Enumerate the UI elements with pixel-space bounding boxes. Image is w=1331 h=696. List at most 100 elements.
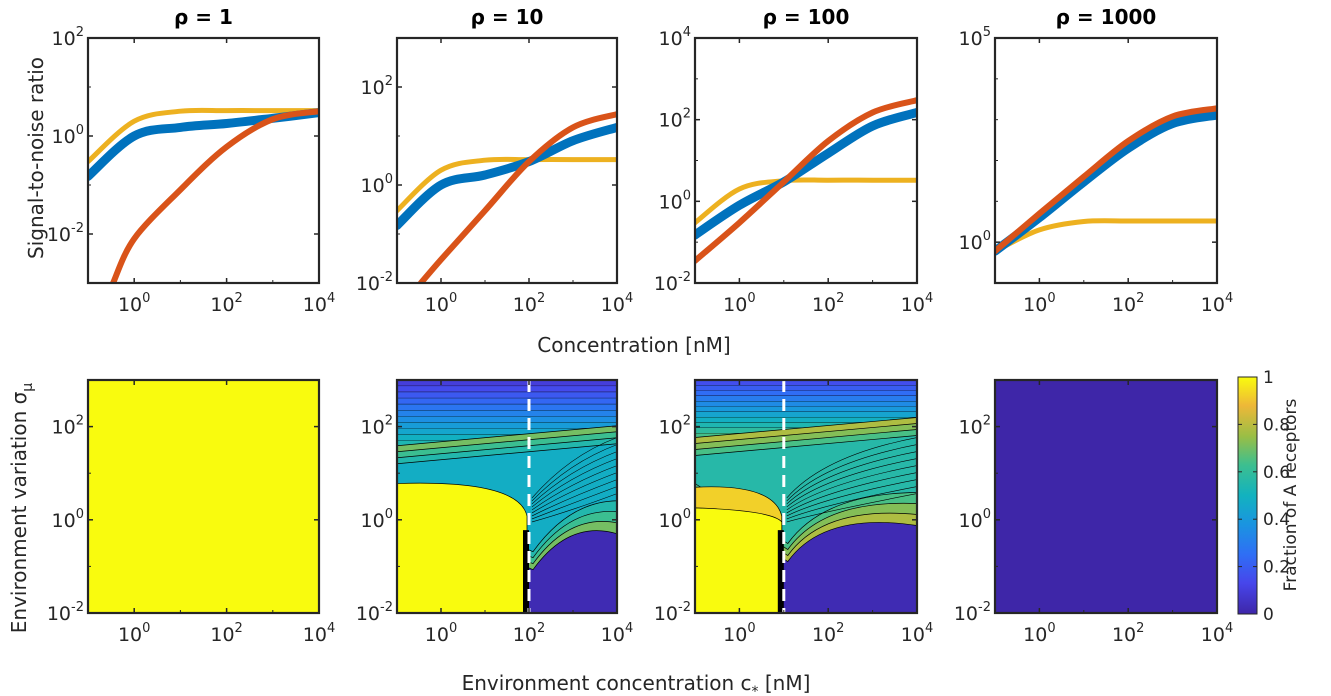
fraction-panel-3: 100 102 104 10-2 100 102	[654, 378, 933, 646]
fraction-panel-1-axes-frame	[86, 378, 321, 615]
snr-series-line	[995, 110, 1217, 256]
contour-band	[397, 422, 617, 430]
snr-panel-2-y-tick-label: 102	[361, 74, 393, 99]
snr-panel-4-x-tick-label: 102	[1112, 291, 1144, 316]
snr-panel-1-y-tick-label: 102	[52, 25, 84, 50]
contour-line	[531, 437, 617, 499]
fraction-panel-4-x-tick-label: 102	[1112, 621, 1144, 646]
fraction-panel-3-x-tick-label: 104	[901, 621, 933, 646]
snr-panel-1-x-tick-label: 104	[303, 291, 335, 316]
snr-panel-2-x-tick-label: 104	[601, 291, 633, 316]
fraction-panel-3-axes-frame	[693, 378, 919, 615]
contour-line	[786, 472, 917, 514]
contour-line	[531, 493, 617, 523]
contour-band	[397, 380, 617, 387]
snr-panel-3-y-tick-label: 104	[659, 25, 691, 50]
snr-panel-4: 100 102 104 100 105 ρ = 1000	[959, 5, 1234, 316]
snr-panel-3-y-tick-label: 100	[659, 188, 691, 213]
snr-panel-4-axes-frame	[993, 36, 1219, 285]
fraction-panel-4-y-tick-label: 100	[959, 507, 991, 532]
panel-title: ρ = 100	[763, 5, 850, 29]
fraction-panel-4: 100 102 104 10-2 100 102	[954, 378, 1233, 646]
fraction-panel-2: 100 102 104 10-2 100 102	[356, 378, 633, 646]
contour-line	[531, 472, 617, 514]
snr-panel-4-y-tick-label: 100	[959, 229, 991, 254]
fraction-panel-2-axes-frame	[395, 378, 619, 615]
fraction-fill	[88, 380, 319, 613]
snr-panel-2-axes-frame	[395, 36, 619, 285]
snr-panel-4-y-tick-label: 105	[959, 25, 991, 50]
colorbar-gradient	[1237, 376, 1258, 615]
fraction-panel-4-axes-frame	[993, 378, 1219, 615]
snr-panel-3-x-tick-label: 100	[723, 291, 755, 316]
fraction-panel-1-x-tick-label: 102	[210, 621, 242, 646]
contour-band	[397, 416, 617, 423]
snr-panel-4-x-tick-label: 100	[1023, 291, 1055, 316]
fraction-panel-1-x-tick-label: 104	[303, 621, 335, 646]
boundary-band	[777, 530, 784, 613]
fraction-panel-3-y-tick-label: 100	[659, 507, 691, 532]
colorbar-tick-label: 0.6	[1263, 463, 1290, 483]
snr-series-line	[397, 156, 617, 214]
fraction-panel-1: 100 102 104 10-2 100 102	[47, 378, 335, 646]
snr-panel-1: 100 102 104 10-2 100 102 ρ = 1	[47, 5, 335, 316]
snr-series-line	[695, 108, 917, 240]
contour-band	[695, 380, 917, 386]
snr-panel-2-y-tick-label: 100	[361, 172, 393, 197]
fraction-panel-4-x-tick-label: 104	[1201, 621, 1233, 646]
boundary-band	[523, 530, 529, 613]
snr-series-line	[695, 97, 917, 264]
contour-band	[397, 428, 617, 436]
fraction-panel-3-x-tick-label: 100	[723, 621, 755, 646]
fraction-panel-3-y-tick-label: 10-2	[654, 600, 691, 625]
fraction-panel-2-y-tick-label: 102	[361, 414, 393, 439]
snr-panel-3: 100 102 104 10-2 100 102 104 ρ = 100	[654, 5, 933, 316]
snr-panel-2-y-tick-label: 10-2	[356, 270, 393, 295]
contour-line	[531, 465, 617, 511]
snr-panel-1-axes-frame	[86, 36, 321, 285]
snr-panel-3-axes-frame	[693, 36, 919, 285]
fraction-panel-2-x-tick-label: 102	[513, 621, 545, 646]
contour-line	[786, 493, 917, 523]
contour-line	[786, 479, 917, 517]
fraction-fill	[995, 380, 1217, 613]
fraction-panel-2-y-tick-label: 10-2	[356, 600, 393, 625]
bottom-x-axis-label: Environment concentration c* [nM]	[462, 671, 811, 696]
snr-series-line	[88, 107, 319, 165]
panel-title: ρ = 1	[174, 5, 233, 29]
panel-title: ρ = 1000	[1056, 5, 1157, 29]
contour-band	[695, 395, 917, 402]
snr-series-line	[417, 111, 617, 283]
snr-panel-3-x-tick-label: 104	[901, 291, 933, 316]
contour-line	[786, 437, 917, 499]
contour-line	[786, 458, 917, 508]
snr-series-line	[695, 177, 917, 226]
contour-line	[531, 479, 617, 517]
bottom-y-axis-label: Environment variation σμ	[7, 383, 36, 634]
fraction-panel-3-y-tick-label: 102	[659, 414, 691, 439]
contour-band	[695, 422, 917, 429]
contour-band	[397, 404, 617, 411]
contour-line	[531, 486, 617, 520]
contour-band	[695, 385, 917, 392]
snr-panel-1-y-tick-label: 100	[52, 123, 84, 148]
fraction-panel-1-y-tick-label: 102	[52, 414, 84, 439]
contour-line	[786, 465, 917, 511]
snr-series-line	[995, 218, 1217, 254]
contour-line	[786, 444, 917, 502]
colorbar: 0 0.2 0.4 0.6 0.8 1 Fraction of A receptors	[1237, 368, 1301, 625]
contour-line	[531, 451, 617, 505]
contour-band	[397, 392, 617, 399]
contour-line	[531, 458, 617, 508]
fraction-fill-high	[397, 482, 528, 613]
colorbar-label: Fraction of A receptors	[1281, 399, 1301, 592]
contour-band	[695, 390, 917, 397]
snr-series-line	[397, 122, 617, 230]
contour-band	[695, 401, 917, 408]
fraction-panel-4-x-tick-label: 100	[1023, 621, 1055, 646]
snr-panel-3-x-tick-label: 102	[812, 291, 844, 316]
contour-line	[786, 486, 917, 520]
fraction-panel-1-x-tick-label: 100	[118, 621, 150, 646]
